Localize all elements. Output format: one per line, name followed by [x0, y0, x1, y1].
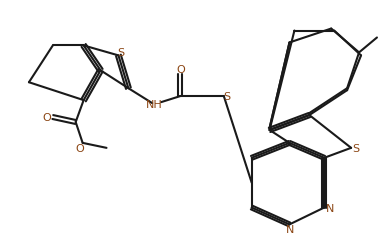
Text: N: N	[286, 225, 294, 235]
Text: S: S	[353, 144, 360, 154]
Text: N: N	[326, 204, 334, 214]
Text: O: O	[75, 144, 84, 154]
Text: S: S	[117, 48, 124, 58]
Text: O: O	[177, 65, 186, 75]
Text: NH: NH	[146, 100, 163, 110]
Text: O: O	[43, 113, 51, 123]
Text: S: S	[223, 92, 230, 102]
